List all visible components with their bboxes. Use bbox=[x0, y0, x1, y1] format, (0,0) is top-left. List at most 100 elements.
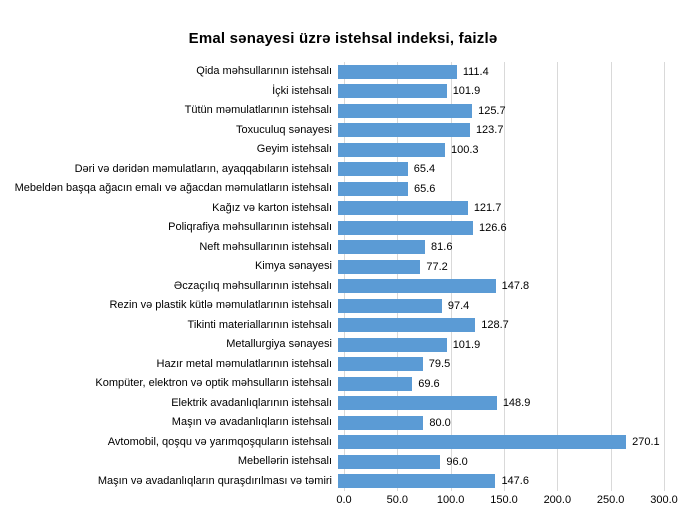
bar bbox=[338, 142, 445, 157]
bar bbox=[338, 201, 468, 216]
gridline bbox=[397, 62, 399, 491]
bar-row: Maşın və avadanlıqların istehsalı 80.0 bbox=[0, 413, 686, 433]
bar-track: 123.7 bbox=[338, 123, 686, 138]
gridline bbox=[664, 62, 665, 491]
category-label: Dəri və dəridən məmulatların, ayaqqabıla… bbox=[74, 162, 332, 175]
bar-track: 126.6 bbox=[338, 220, 686, 235]
bar-track: 96.0 bbox=[338, 454, 686, 469]
bar-row: Toxuculuq sənayesi 123.7 bbox=[0, 121, 686, 141]
category-label: Elektrik avadanlıqlarının istehsalı bbox=[171, 396, 332, 409]
category-label: Kimya sənayesi bbox=[254, 260, 332, 272]
bar-row: Neft məhsullarının istehsalı 81.6 bbox=[0, 238, 686, 258]
value-label: 77.2 bbox=[426, 260, 448, 273]
bar-track: 125.7 bbox=[338, 103, 686, 118]
category-label: Metallurgiya sənayesi bbox=[226, 338, 332, 350]
value-label: 148.9 bbox=[502, 397, 531, 410]
bar-track: 128.7 bbox=[338, 318, 686, 333]
category-label: Toxuculuq sənayesi bbox=[235, 123, 332, 136]
bar bbox=[338, 415, 424, 430]
bar-row: Tütün məmulatlarının istehsalı 125.7 bbox=[0, 101, 686, 121]
x-tick-label: 250.0 bbox=[596, 494, 625, 506]
category-label: Kompüter, elektron və optik məhsulların … bbox=[95, 377, 332, 389]
bar bbox=[338, 84, 447, 99]
x-tick-label: 150.0 bbox=[490, 494, 518, 506]
bar-track: 65.4 bbox=[338, 162, 686, 177]
category-label: Rezin və plastik kütlə məmulatlarının is… bbox=[109, 299, 332, 311]
bar-track: 100.3 bbox=[338, 142, 686, 157]
category-label: Maşın və avadanlıqların istehsalı bbox=[171, 416, 332, 428]
bar-track: 77.2 bbox=[338, 259, 686, 274]
category-label: Geyim istehsalı bbox=[256, 143, 332, 155]
bar-track: 80.0 bbox=[338, 415, 686, 430]
bar-rows: Qida məhsullarının istehsalı 111.4 İçki is… bbox=[0, 62, 686, 491]
bar bbox=[338, 318, 476, 333]
x-tick-label: 100.0 bbox=[436, 494, 465, 506]
bar-row: Rezin və plastik kütlə məmulatlarının is… bbox=[0, 296, 686, 316]
value-label: 65.4 bbox=[413, 163, 436, 176]
bar bbox=[338, 396, 497, 411]
value-label: 97.4 bbox=[447, 299, 470, 312]
value-label: 147.8 bbox=[501, 280, 530, 293]
value-label: 126.6 bbox=[479, 221, 507, 234]
value-label: 69.6 bbox=[418, 377, 440, 390]
chart-title: Emal sənayesi üzrə istehsal indeksi, fai… bbox=[188, 30, 498, 47]
bar-track: 270.1 bbox=[338, 435, 686, 450]
bar-row: Qida məhsullarının istehsalı 111.4 bbox=[0, 62, 686, 82]
x-tick-label: 300.0 bbox=[650, 494, 678, 506]
bar-row: Avtomobil, qoşqu və yarımqoşquların iste… bbox=[0, 433, 686, 453]
value-label: 101.9 bbox=[452, 85, 481, 98]
category-label: Mebeldən başqa ağacın emalı və ağacdan m… bbox=[14, 182, 332, 194]
bar-track: 111.4 bbox=[338, 64, 686, 79]
x-axis: 0.0 50.0 100.0 150.0 200.0 250.0 300.0 bbox=[0, 494, 686, 508]
category-label: Poliqrafiya məhsullarının istehsalı bbox=[168, 221, 332, 233]
gridline bbox=[344, 62, 345, 491]
bar bbox=[338, 123, 470, 138]
bar-row: Dəri və dəridən məmulatların, ayaqqabıla… bbox=[0, 160, 686, 180]
bar-row: Əczaçılıq məhsullarının istehsalı 147.8 bbox=[0, 277, 686, 297]
bar bbox=[338, 357, 423, 372]
bar bbox=[338, 162, 408, 177]
gridline bbox=[450, 62, 452, 491]
value-label: 65.6 bbox=[413, 182, 436, 195]
x-tick-label: 0.0 bbox=[336, 494, 352, 506]
bar bbox=[338, 181, 408, 196]
bar bbox=[338, 279, 496, 294]
bar bbox=[338, 103, 473, 118]
category-label: Tikinti materiallarının istehsalı bbox=[187, 318, 332, 331]
x-tick-label: 50.0 bbox=[386, 494, 409, 506]
bar-row: Poliqrafiya məhsullarının istehsalı 126.6 bbox=[0, 218, 686, 238]
category-label: Kağız və karton istehsalı bbox=[212, 201, 332, 214]
gridline bbox=[610, 62, 612, 491]
value-label: 100.3 bbox=[450, 143, 479, 156]
value-label: 123.7 bbox=[475, 124, 504, 137]
category-label: Əczaçılıq məhsullarının istehsalı bbox=[173, 279, 332, 292]
gridline bbox=[557, 62, 559, 491]
value-label: 128.7 bbox=[481, 319, 509, 332]
category-label: İçki istehsalı bbox=[272, 84, 332, 97]
bar bbox=[338, 259, 421, 274]
bar-track: 81.6 bbox=[338, 240, 686, 255]
category-label: Qida məhsullarının istehsalı bbox=[196, 65, 332, 77]
bar bbox=[338, 376, 413, 391]
bar bbox=[338, 298, 442, 313]
category-label: Tütün məmulatlarının istehsalı bbox=[184, 104, 332, 116]
category-label: Hazır metal məmulatlarının istehsalı bbox=[156, 357, 332, 370]
value-label: 79.5 bbox=[428, 358, 451, 371]
bar-track: 97.4 bbox=[338, 298, 686, 313]
value-label: 125.7 bbox=[478, 104, 506, 117]
bar-track: 147.6 bbox=[338, 474, 686, 489]
gridline bbox=[504, 62, 505, 491]
bar bbox=[338, 64, 457, 79]
bar bbox=[338, 474, 496, 489]
category-label: Avtomobil, qoşqu və yarımqoşquların iste… bbox=[107, 435, 332, 448]
bar-track: 69.6 bbox=[338, 376, 686, 391]
gridlines bbox=[344, 62, 665, 491]
value-label: 147.6 bbox=[501, 475, 529, 488]
bar-track: 121.7 bbox=[338, 201, 686, 216]
bar-row: Tikinti materiallarının istehsalı 128.7 bbox=[0, 316, 686, 336]
bar bbox=[338, 337, 447, 352]
bar-track: 147.8 bbox=[338, 279, 686, 294]
value-label: 121.7 bbox=[473, 202, 502, 215]
x-tick-label: 200.0 bbox=[543, 494, 572, 506]
